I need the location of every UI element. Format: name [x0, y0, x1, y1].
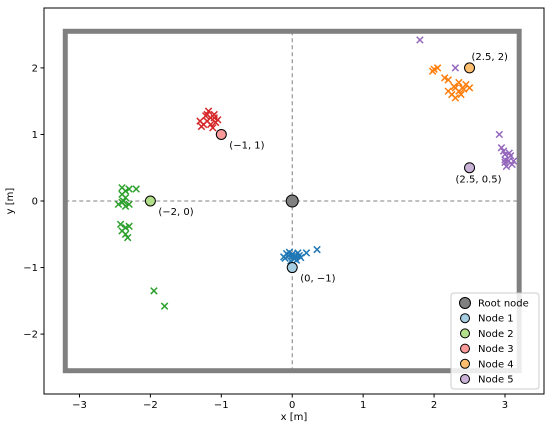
data-point-x-mark	[444, 87, 452, 95]
data-point-x-mark	[451, 94, 460, 102]
data-point-x-mark	[302, 249, 311, 257]
data-point-x-mark	[416, 36, 424, 44]
data-point-x-mark	[428, 67, 437, 75]
x-tick-label: 3	[502, 400, 508, 411]
data-point-x-mark	[455, 78, 463, 87]
legend-box	[450, 292, 540, 390]
node-annotation: (−1, 1)	[229, 140, 264, 151]
y-tick-label: 0	[32, 197, 38, 208]
data-point-x-mark	[160, 302, 169, 310]
data-point-x-mark	[460, 85, 468, 93]
legend-marker	[460, 374, 470, 384]
x-tick-label: −3	[72, 400, 87, 411]
legend-marker	[460, 358, 470, 369]
data-point-x-mark	[509, 157, 518, 165]
legend-marker	[459, 297, 471, 309]
legend-marker	[460, 343, 470, 354]
data-point-x-mark	[502, 162, 511, 171]
node-marker	[464, 162, 476, 174]
data-point-x-mark	[433, 64, 442, 72]
data-point-x-mark	[501, 156, 509, 164]
node-annotation: (2.5, 2)	[472, 52, 509, 63]
x-tick-label: 2	[431, 400, 437, 411]
data-point-x-mark	[196, 117, 204, 125]
data-point-x-mark	[292, 256, 301, 264]
node-marker	[215, 128, 227, 140]
legend-marker	[460, 328, 470, 339]
data-point-x-mark	[440, 74, 449, 82]
data-point-x-mark	[125, 185, 133, 193]
x-axis-label: x [m]	[281, 412, 308, 423]
data-point-x-mark	[121, 202, 130, 211]
data-point-x-mark	[203, 110, 211, 119]
legend-entry-label: Node 2	[478, 329, 514, 340]
data-point-x-mark	[279, 253, 288, 261]
data-point-x-mark	[499, 147, 508, 155]
y-tick-label: 2	[32, 63, 38, 74]
y-tick-label: −1	[23, 263, 38, 274]
data-point-x-mark	[116, 220, 125, 229]
axes: −3 −2 −1 0 1 2 3 −2 −1 0 1 2	[23, 7, 545, 411]
data-point-x-mark	[209, 124, 217, 132]
data-point-x-mark	[125, 222, 133, 231]
data-point-x-mark	[123, 233, 132, 242]
x-tick-label: −1	[214, 400, 229, 411]
data-point-x-mark	[444, 76, 452, 84]
node-marker	[285, 194, 299, 208]
data-point-x-mark	[132, 185, 140, 193]
x-tick-label: 0	[289, 400, 295, 411]
legend: Root node Node 1 Node 2 Node 3 Node 4 Node 5	[450, 292, 540, 390]
data-point-x-mark	[495, 130, 504, 139]
data-point-x-mark	[465, 84, 474, 92]
data-point-x-mark	[497, 144, 506, 152]
legend-entry-label: Node 3	[478, 344, 514, 355]
data-point-x-mark	[210, 114, 218, 122]
x-tick-label: −2	[143, 400, 158, 411]
data-point-x-mark	[505, 149, 513, 157]
data-point-x-mark	[457, 90, 465, 99]
legend-entry-label: Node 5	[478, 375, 514, 386]
boundary-rect	[62, 28, 522, 374]
node-marker	[144, 195, 156, 207]
data-point-x-mark	[451, 64, 460, 72]
data-point-x-mark	[150, 287, 158, 295]
data-point-x-mark	[119, 197, 128, 205]
data-point-x-mark	[501, 158, 509, 167]
data-point-x-mark	[197, 122, 206, 131]
legend-marker	[460, 313, 470, 324]
data-point-x-mark	[125, 200, 133, 209]
data-point-x-mark	[121, 193, 130, 202]
data-point-x-mark	[313, 245, 321, 254]
y-tick-label: −2	[23, 330, 38, 341]
data-marks: (0, −1) (−2, 0) (−1, 1) (2.5, 2) (2.5, 0.5)	[114, 36, 518, 310]
node-marker	[286, 262, 298, 274]
node-marker	[464, 62, 476, 74]
legend-entry-label: Node 4	[478, 359, 514, 370]
data-point-x-mark	[114, 200, 123, 209]
y-tick-label: 1	[32, 130, 38, 141]
node-annotation: (−2, 0)	[158, 207, 193, 218]
legend-entry-label: Node 1	[478, 314, 514, 325]
x-tick-label: 1	[360, 400, 366, 411]
node-annotation: (0, −1)	[300, 274, 335, 285]
legend-entry-label: Root node	[478, 299, 529, 310]
data-point-x-mark	[206, 120, 215, 129]
data-point-x-mark	[121, 230, 130, 239]
node-annotation: (2.5, 0.5)	[456, 175, 502, 186]
y-axis-label: y [m]	[5, 188, 16, 215]
